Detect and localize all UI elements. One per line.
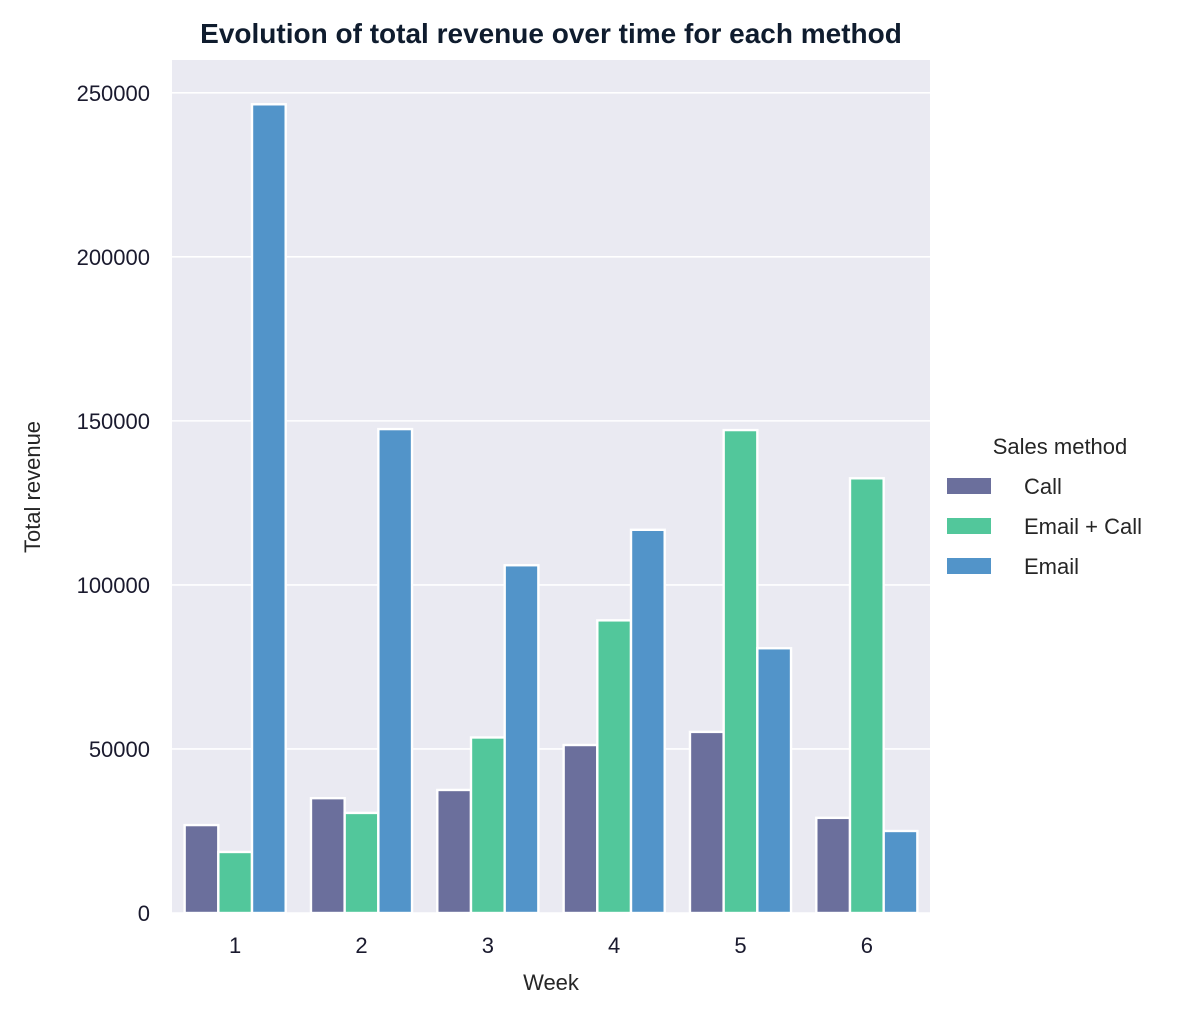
x-tick-label: 6 [861, 933, 873, 958]
bar-email-call-week-2 [343, 811, 380, 915]
plot-area [172, 60, 930, 913]
bar-email-week-4 [629, 528, 666, 915]
chart-title: Evolution of total revenue over time for… [200, 18, 902, 49]
y-axis-ticks: 0 50000 100000 150000 200000 250000 [77, 81, 150, 926]
x-tick-label: 5 [734, 933, 746, 958]
legend-entry: Email [1024, 554, 1079, 579]
bars [183, 103, 919, 915]
legend-swatch [947, 558, 991, 574]
legend-title: Sales method [993, 434, 1128, 459]
bar-email-week-6 [882, 829, 919, 915]
legend-swatch [947, 478, 991, 494]
bar-email-week-1 [250, 103, 287, 915]
bar-email-week-3 [503, 564, 540, 915]
bar-email-week-5 [756, 647, 793, 915]
legend-swatch [947, 518, 991, 534]
bar-email-week-2 [377, 427, 414, 915]
bar-call-week-2 [309, 796, 346, 915]
y-axis-label: Total revenue [20, 421, 45, 553]
x-tick-label: 2 [355, 933, 367, 958]
y-tick-label: 0 [138, 901, 150, 926]
bar-email-call-week-1 [217, 850, 254, 915]
y-tick-label: 250000 [77, 81, 150, 106]
bar-email-call-week-6 [848, 477, 885, 915]
y-tick-label: 200000 [77, 245, 150, 270]
legend-entry: Email + Call [1024, 514, 1142, 539]
x-tick-label: 3 [482, 933, 494, 958]
bar-email-call-week-4 [596, 619, 633, 915]
gridlines [172, 92, 930, 914]
y-tick-label: 100000 [77, 573, 150, 598]
x-tick-label: 4 [608, 933, 620, 958]
bar-call-week-3 [436, 788, 473, 915]
bar-email-call-week-5 [722, 428, 759, 915]
bar-call-week-5 [688, 730, 725, 915]
legend: Sales method Call Email + Call Email [947, 434, 1142, 579]
legend-entry: Call [1024, 474, 1062, 499]
bar-call-week-4 [562, 743, 599, 915]
bar-call-week-6 [815, 816, 852, 915]
x-axis-label: Week [523, 970, 580, 995]
bar-call-week-1 [183, 823, 220, 915]
bar-email-call-week-3 [469, 736, 506, 915]
x-tick-label: 1 [229, 933, 241, 958]
y-tick-label: 150000 [77, 409, 150, 434]
x-axis-ticks: 1 2 3 4 5 6 [229, 933, 873, 958]
y-tick-label: 50000 [89, 737, 150, 762]
